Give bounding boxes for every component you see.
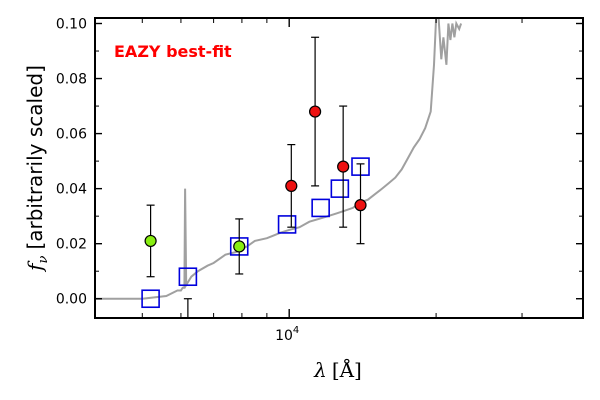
y-tick-label: 0.00 [56, 292, 87, 308]
observed-flux-point [337, 160, 350, 173]
model-photometry-marker [141, 289, 160, 309]
y-tick-label: 0.10 [56, 17, 87, 33]
x-axis-symbol: λ [313, 358, 327, 382]
x-axis-title: λ [Å] [313, 357, 362, 382]
annotation-label: EAZY best-fit [114, 42, 232, 61]
axes-frame [94, 17, 584, 319]
observed-flux-point [233, 240, 246, 253]
model-photometry-marker [311, 198, 330, 218]
y-tick-label: 0.08 [56, 72, 87, 88]
y-tick-label: 0.04 [56, 182, 87, 198]
model-sed-line [95, 18, 463, 300]
x-tick-label-exponent: 4 [293, 325, 299, 336]
y-tick-label: 0.06 [56, 127, 87, 143]
y-axis-title: fν[arbitrarily scaled] [23, 65, 51, 273]
plot-area [95, 18, 463, 318]
y-axis-text: [arbitrarily scaled] [23, 65, 47, 249]
model-photometry-marker [277, 215, 297, 234]
x-tick-label: 104 [275, 325, 299, 344]
y-tick-label: 0.02 [56, 237, 87, 253]
x-axis-unit: [Å] [332, 357, 362, 382]
x-tick-label-base: 10 [275, 328, 293, 344]
y-axis-subscript: ν [36, 255, 51, 263]
observed-flux-point [144, 234, 157, 248]
model-photometry-marker [178, 267, 198, 287]
model-photometry-marker [330, 179, 350, 198]
axis-ticks: 0.00 0.02 0.04 0.06 0.08 0.10 104 [56, 17, 583, 344]
observed-flux-point [308, 105, 322, 118]
observed-flux-point [354, 199, 367, 212]
observed-flux-point [285, 179, 298, 192]
